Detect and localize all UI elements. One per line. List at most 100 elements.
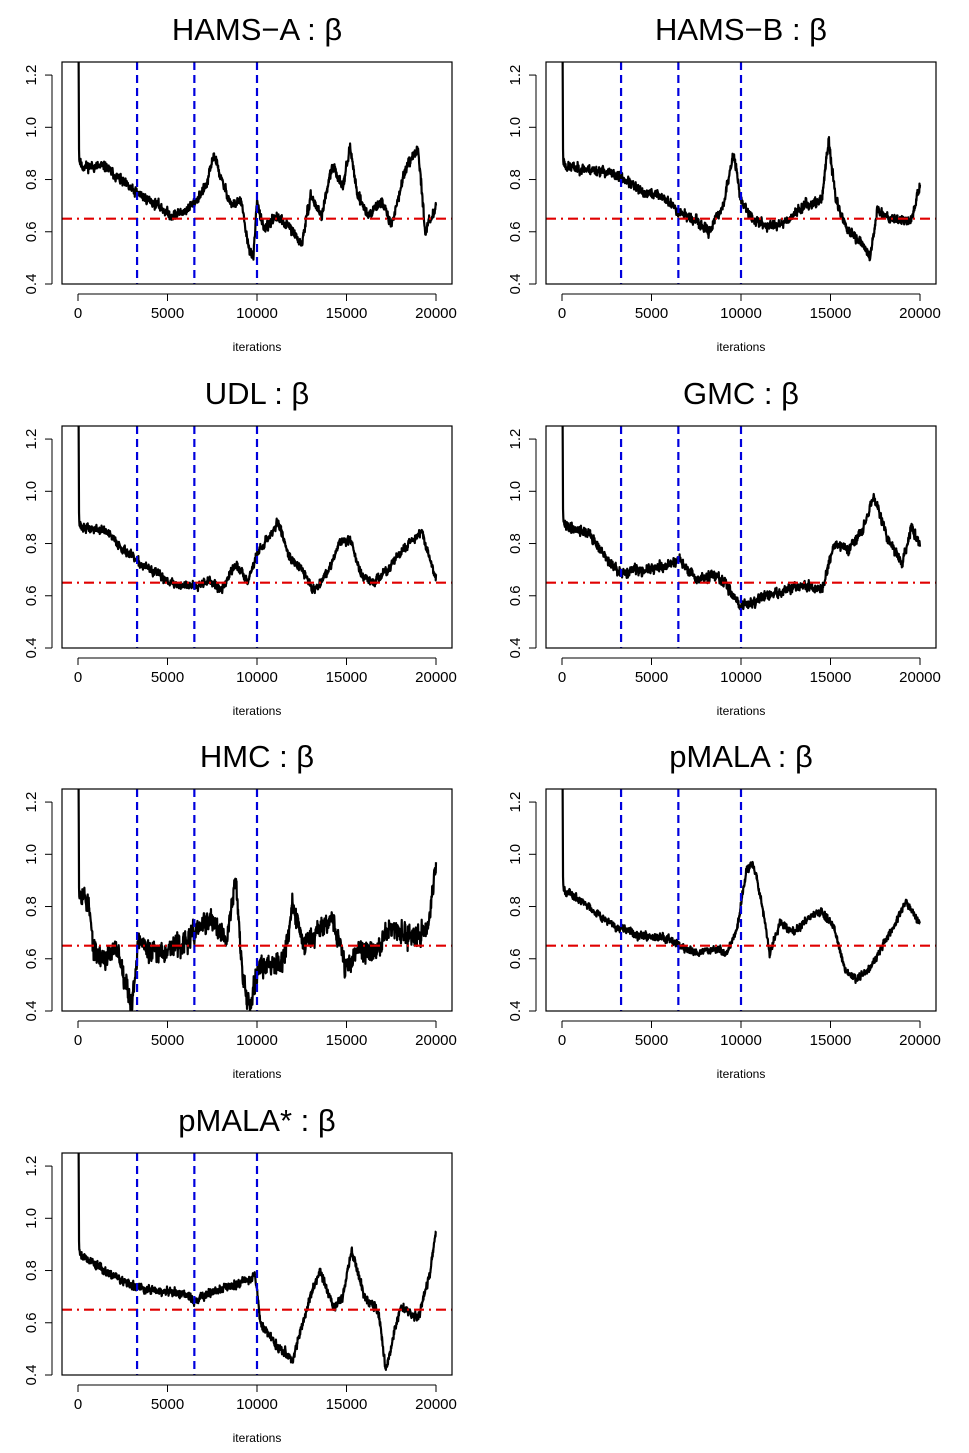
x-tick-label: 10000 — [236, 1032, 278, 1049]
panel-title: UDL : β — [205, 376, 310, 411]
y-tick-label: 1.0 — [23, 844, 40, 865]
y-axis: 0.4 0.6 0.8 1.0 1.2 — [507, 429, 537, 659]
y-tick-label: 0.4 — [23, 274, 40, 295]
x-axis-label: iterations — [717, 340, 766, 354]
trace-panel: pMALA : β0 5000 10000 15000 20000iterations0… — [507, 739, 941, 1081]
x-axis-label: iterations — [233, 704, 282, 718]
y-axis: 0.4 0.6 0.8 1.0 1.2 — [23, 429, 53, 659]
x-tick-label: 10000 — [720, 669, 762, 686]
y-tick-label: 1.0 — [507, 844, 524, 865]
x-axis: 0 5000 10000 15000 20000 iterations — [74, 293, 457, 354]
x-tick-label: 5000 — [151, 1396, 184, 1413]
x-tick-label: 15000 — [326, 669, 368, 686]
y-tick-label: 0.6 — [23, 948, 40, 969]
x-tick-label: 5000 — [635, 1032, 668, 1049]
x-axis-label: iterations — [717, 704, 766, 718]
y-tick-label: 0.8 — [507, 169, 524, 190]
x-tick-label: 5000 — [151, 1032, 184, 1049]
y-tick-label: 0.6 — [507, 585, 524, 606]
x-axis-label: iterations — [233, 340, 282, 354]
x-tick-label: 10000 — [720, 1032, 762, 1049]
y-tick-label: 1.2 — [23, 1156, 40, 1177]
trace-panel: HAMS−B : β 0 5000 10000 15000 20000 iterations… — [507, 12, 941, 354]
x-axis-label: iterations — [233, 1431, 282, 1445]
y-tick-label: 1.0 — [23, 117, 40, 138]
x-tick-label: 15000 — [810, 305, 852, 322]
plot-frame — [61, 1152, 453, 1376]
x-tick-label: 15000 — [810, 669, 852, 686]
y-axis: 0.4 0.6 0.8 1.0 1.2 — [507, 65, 537, 295]
x-tick-label: 0 — [558, 1032, 566, 1049]
x-axis: 0 5000 10000 15000 20000 iterations — [74, 1384, 457, 1445]
y-tick-label: 0.8 — [23, 896, 40, 917]
x-tick-label: 5000 — [635, 669, 668, 686]
x-tick-label: 20000 — [415, 305, 457, 322]
y-tick-label: 0.4 — [507, 1001, 524, 1022]
trace-panel: HMC : β 0 5000 10000 15000 20000 iterations 0.4… — [23, 739, 457, 1081]
x-tick-label: 15000 — [810, 1032, 852, 1049]
y-tick-label: 0.6 — [507, 221, 524, 242]
y-tick-label: 0.8 — [507, 533, 524, 554]
plot-area — [62, 1153, 452, 1375]
x-tick-label: 10000 — [236, 305, 278, 322]
series-trace-line — [561, 789, 921, 984]
x-tick-label: 0 — [558, 305, 566, 322]
x-tick-label: 20000 — [899, 669, 941, 686]
y-tick-label: 1.2 — [507, 792, 524, 813]
panel-title: HAMS−A : β — [172, 12, 342, 47]
y-tick-label: 1.2 — [23, 792, 40, 813]
plot-frame — [61, 61, 453, 285]
y-tick-label: 0.4 — [507, 274, 524, 295]
plot-frame — [545, 61, 937, 285]
y-axis: 0.4 0.6 0.8 1.0 1.2 — [23, 1156, 53, 1386]
y-tick-label: 1.2 — [507, 429, 524, 450]
y-tick-label: 1.2 — [23, 65, 40, 86]
y-tick-label: 0.8 — [23, 533, 40, 554]
plot-frame — [61, 425, 453, 649]
x-tick-label: 15000 — [326, 1032, 368, 1049]
panel-title: GMC : β — [683, 376, 799, 411]
y-tick-label: 1.0 — [23, 1208, 40, 1229]
x-tick-label: 15000 — [326, 1396, 368, 1413]
y-tick-label: 0.8 — [23, 1260, 40, 1281]
plot-area — [546, 789, 936, 1011]
plot-area — [62, 426, 452, 648]
y-tick-label: 0.6 — [23, 221, 40, 242]
y-axis: 0.4 0.6 0.8 1.0 1.2 — [23, 792, 53, 1022]
x-axis-label: iterations — [717, 1067, 766, 1081]
y-tick-label: 0.8 — [23, 169, 40, 190]
x-tick-label: 20000 — [899, 305, 941, 322]
y-tick-label: 1.0 — [507, 117, 524, 138]
trace-panel: HAMS−A : β 0 5000 10000 15000 20000 iterations… — [23, 12, 457, 354]
plot-area — [546, 426, 936, 648]
y-tick-label: 0.4 — [507, 638, 524, 659]
y-tick-label: 0.4 — [23, 1001, 40, 1022]
x-tick-label: 20000 — [415, 1032, 457, 1049]
y-tick-label: 0.4 — [23, 638, 40, 659]
x-tick-label: 5000 — [635, 305, 668, 322]
plot-frame — [61, 788, 453, 1012]
x-tick-label: 10000 — [236, 1396, 278, 1413]
series-trace-line — [77, 789, 438, 1011]
trace-panel: GMC : β 0 5000 10000 15000 20000 iterations 0.4… — [507, 376, 941, 718]
panel-title: HMC : β — [200, 739, 314, 774]
x-tick-label: 5000 — [151, 305, 184, 322]
trace-panel: UDL : β 0 5000 10000 15000 20000 iterations 0.4… — [23, 376, 457, 718]
y-tick-label: 1.2 — [507, 65, 524, 86]
y-tick-label: 0.6 — [507, 948, 524, 969]
x-tick-label: 10000 — [720, 305, 762, 322]
y-tick-label: 0.8 — [507, 896, 524, 917]
panel-title: HAMS−B : β — [655, 12, 827, 47]
y-tick-label: 1.0 — [23, 481, 40, 502]
plot-frame — [545, 425, 937, 649]
y-axis: 0.4 0.6 0.8 1.0 1.2 — [507, 792, 537, 1022]
plot-area — [62, 789, 452, 1011]
x-tick-label: 0 — [558, 669, 566, 686]
y-tick-label: 0.4 — [23, 1365, 40, 1386]
x-tick-label: 0 — [74, 1032, 82, 1049]
y-tick-label: 0.6 — [23, 585, 40, 606]
trace-panel: pMALA* : β 0 5000 10000 15000 20000 iterations… — [23, 1103, 457, 1445]
plot-area — [62, 62, 452, 284]
x-tick-label: 0 — [74, 669, 82, 686]
y-tick-label: 1.2 — [23, 429, 40, 450]
